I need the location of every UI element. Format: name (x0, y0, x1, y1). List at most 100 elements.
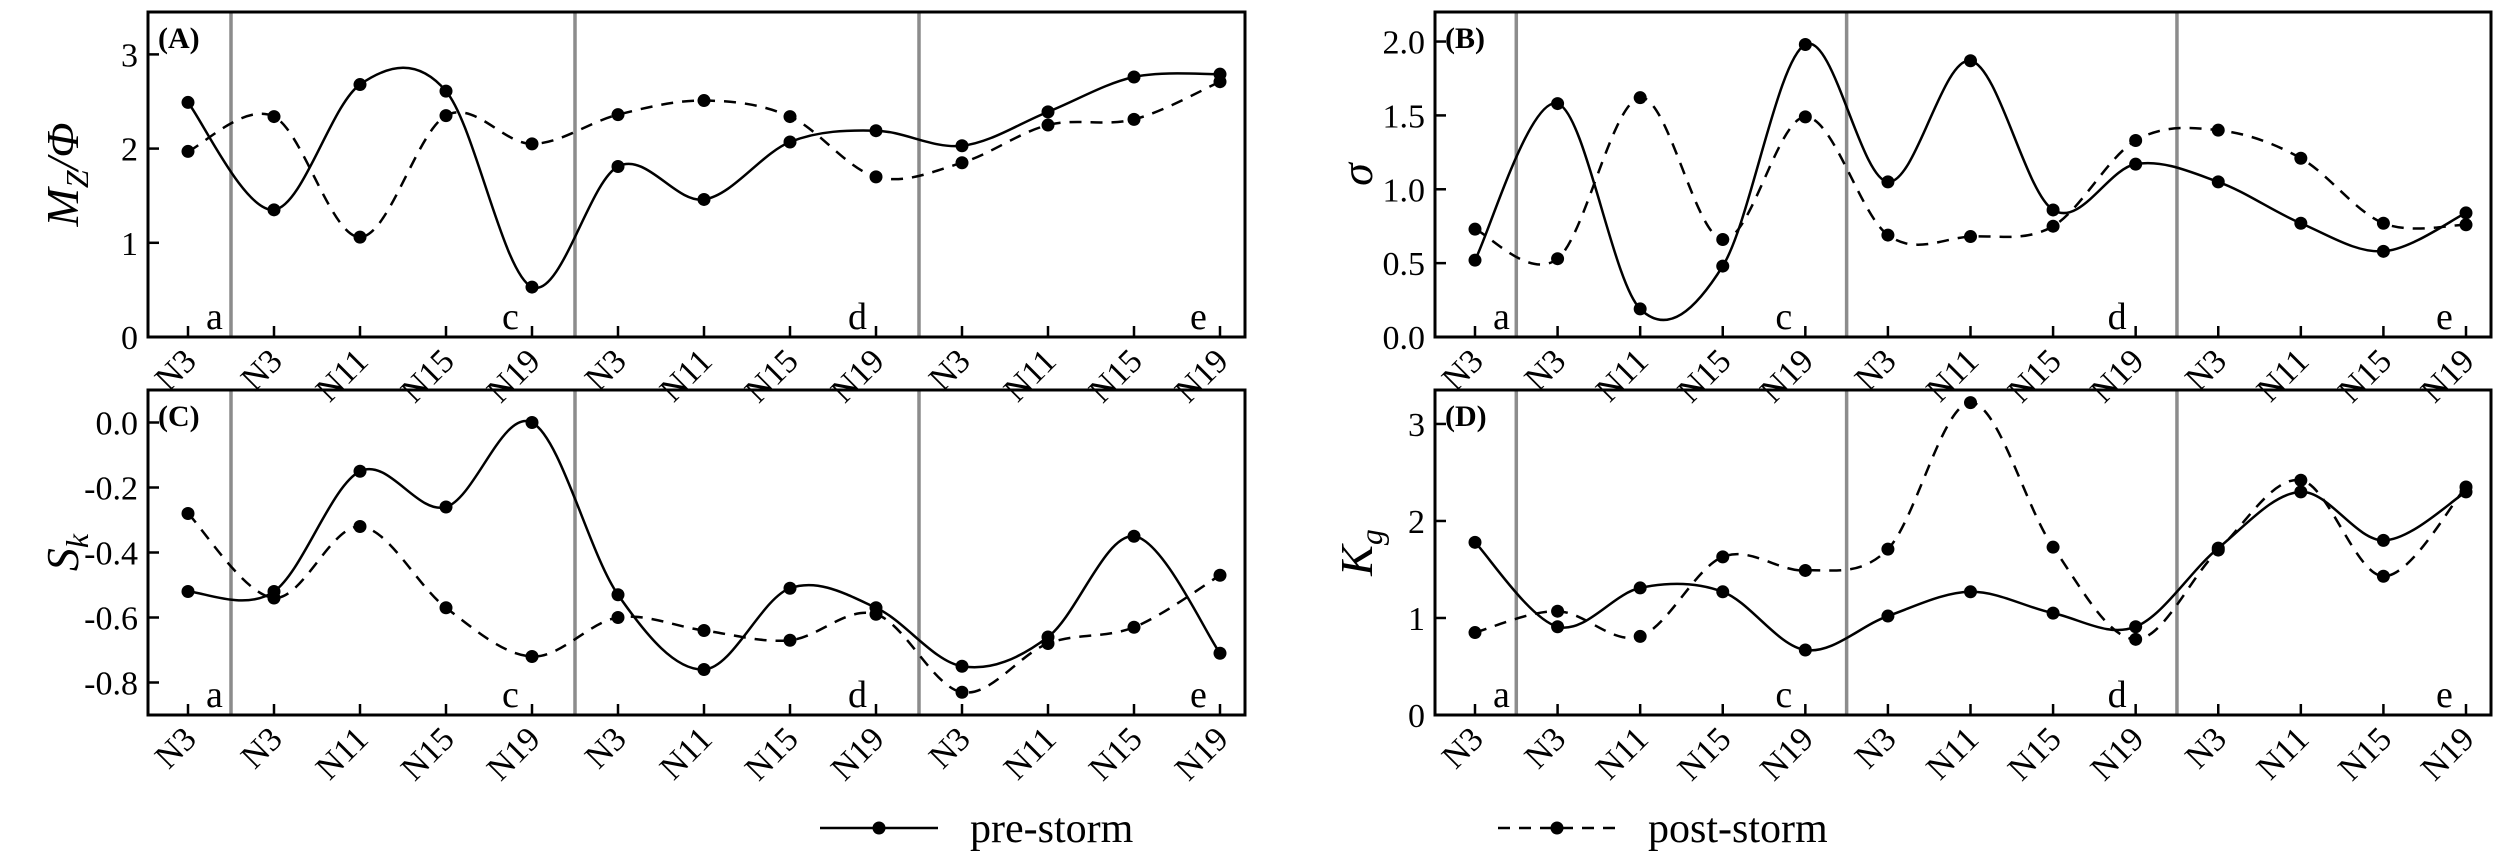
plot-frame (146, 10, 1247, 339)
data-point-pre-storm (353, 78, 367, 92)
data-point-pre-storm (1881, 175, 1895, 189)
data-point-pre-storm (181, 585, 195, 598)
data-point-pre-storm (2129, 157, 2143, 171)
legend-item-post-storm: post-storm (1498, 806, 1828, 852)
x-tick-label: N11 (1589, 720, 1656, 787)
data-point-post-storm (1041, 637, 1055, 650)
y-axis-title: Sk (37, 533, 95, 571)
data-point-post-storm (1468, 626, 1482, 640)
data-point-pre-storm (2294, 485, 2308, 499)
chart-panel-2: 0.00.51.01.52.0N3 N3 N11 N15 N19 N3 N11 N15 N19 N… (1331, 10, 2493, 410)
plot-frame (1433, 388, 2493, 717)
panel-label: (C) (158, 400, 200, 433)
section-label-e: e (2436, 674, 2453, 716)
data-point-post-storm (2046, 219, 2060, 233)
y-tick-label: 2 (1408, 504, 1425, 541)
data-point-post-storm (1041, 118, 1055, 132)
x-tick-label: N11 (2250, 720, 2317, 787)
data-point-post-storm (1633, 91, 1647, 105)
section-label-c: c (502, 296, 519, 338)
section-label-c: c (502, 674, 519, 716)
data-point-pre-storm (1633, 581, 1647, 595)
data-point-post-storm (439, 601, 453, 615)
data-point-pre-storm (2211, 175, 2225, 189)
section-label-a: a (206, 674, 223, 716)
data-point-pre-storm (353, 464, 367, 478)
data-point-pre-storm (1468, 253, 1482, 267)
data-point-pre-storm (1127, 529, 1141, 543)
data-point-pre-storm (783, 581, 797, 595)
data-point-post-storm (1127, 620, 1141, 634)
x-tick-label: N19 (824, 720, 892, 788)
y-tick-label: 1 (121, 226, 138, 263)
series-line-post-storm (187, 80, 1221, 239)
data-point-post-storm (1798, 110, 1812, 124)
data-point-post-storm (1213, 568, 1227, 582)
data-point-pre-storm (1798, 38, 1812, 51)
x-tick-label: N11 (1919, 342, 1986, 409)
data-point-pre-storm (955, 659, 969, 673)
y-axis-title: Kg (1331, 529, 1389, 577)
series-line-pre-storm (1473, 42, 2467, 322)
data-point-post-storm (869, 170, 883, 184)
section-label-e: e (1190, 296, 1207, 338)
x-tick-label: N19 (2414, 342, 2482, 410)
data-point-post-storm (353, 520, 367, 533)
series-line-pre-storm (1474, 490, 2467, 652)
data-point-pre-storm (1716, 259, 1730, 273)
legend-marker (872, 821, 886, 835)
data-point-post-storm (2459, 480, 2473, 494)
data-point-post-storm (697, 94, 711, 108)
x-tick-label: N19 (1168, 720, 1236, 788)
data-point-pre-storm (2294, 216, 2308, 230)
section-label-d: d (848, 674, 867, 716)
section-label-d: d (2108, 674, 2127, 716)
x-tick-label: N11 (653, 720, 720, 787)
x-tick-label: N3 (922, 720, 978, 776)
data-point-pre-storm (2459, 206, 2473, 220)
y-tick-label: 3 (121, 37, 138, 74)
x-tick-label: N15 (2332, 342, 2400, 410)
data-point-pre-storm (2376, 244, 2390, 258)
data-point-pre-storm (1964, 585, 1977, 599)
data-point-post-storm (1213, 75, 1227, 89)
data-point-pre-storm (525, 280, 539, 294)
data-point-post-storm (1551, 252, 1565, 266)
y-axis-title: MZ/Φ (37, 123, 95, 228)
data-point-post-storm (2129, 134, 2143, 148)
data-point-post-storm (869, 607, 883, 621)
x-tick-label: N15 (2001, 720, 2069, 788)
data-point-pre-storm (611, 588, 625, 602)
x-tick-label: N3 (1848, 720, 1904, 776)
data-point-post-storm (2211, 543, 2225, 557)
x-tick-label: N3 (234, 720, 290, 776)
data-point-post-storm (267, 591, 281, 605)
data-point-post-storm (955, 156, 969, 170)
data-point-pre-storm (1551, 620, 1565, 634)
x-tick-label: N3 (2178, 720, 2234, 776)
data-point-post-storm (1964, 230, 1977, 244)
y-tick-label: 0 (1408, 698, 1425, 735)
data-point-pre-storm (267, 203, 281, 217)
data-point-post-storm (2459, 218, 2473, 232)
y-tick-label: -0.4 (84, 536, 138, 573)
data-point-pre-storm (181, 95, 195, 109)
data-point-post-storm (181, 507, 195, 520)
legend-marker (1550, 821, 1564, 835)
legend-label: pre-storm (970, 806, 1134, 852)
data-point-post-storm (353, 230, 367, 244)
y-tick-label: 3 (1408, 407, 1425, 444)
data-point-pre-storm (2046, 203, 2060, 217)
data-point-post-storm (611, 611, 625, 624)
data-point-pre-storm (1041, 105, 1055, 119)
x-tick-label: N15 (1082, 342, 1150, 410)
section-label-d: d (848, 296, 867, 338)
data-point-pre-storm (1468, 535, 1482, 549)
data-point-post-storm (1716, 233, 1730, 246)
plot-frame (1433, 10, 2493, 339)
x-tick-label: N11 (309, 720, 376, 787)
series-line-pre-storm (187, 66, 1221, 290)
x-tick-label: N15 (394, 342, 462, 410)
data-point-pre-storm (2376, 533, 2390, 547)
